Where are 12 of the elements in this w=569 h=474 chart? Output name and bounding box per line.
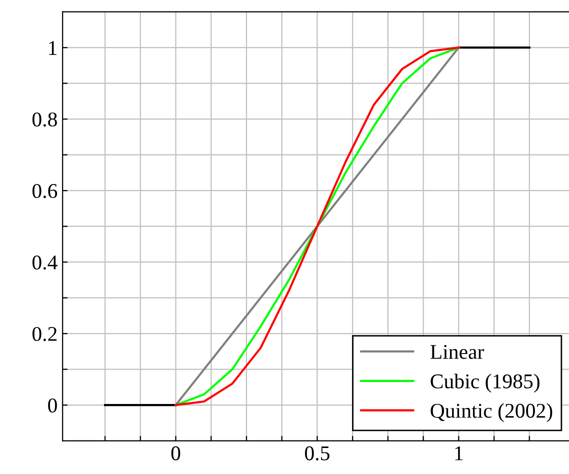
y-tick-label: 0 <box>48 398 57 413</box>
legend-label: Cubic (1985) <box>430 374 540 393</box>
legend-label: Quintic (2002) <box>430 403 552 422</box>
y-tick-label: 0.6 <box>32 184 58 198</box>
x-tick-label: 0.5 <box>304 446 330 460</box>
x-tick-label: 0 <box>171 446 180 460</box>
y-tick-label: 0.4 <box>32 255 58 270</box>
legend-label: Linear <box>430 344 484 359</box>
y-tick-label: 0.2 <box>32 326 57 342</box>
y-tick-label: 1 <box>49 41 56 55</box>
y-tick-label: 0.8 <box>32 112 57 127</box>
x-tick-label: 1 <box>455 446 463 460</box>
